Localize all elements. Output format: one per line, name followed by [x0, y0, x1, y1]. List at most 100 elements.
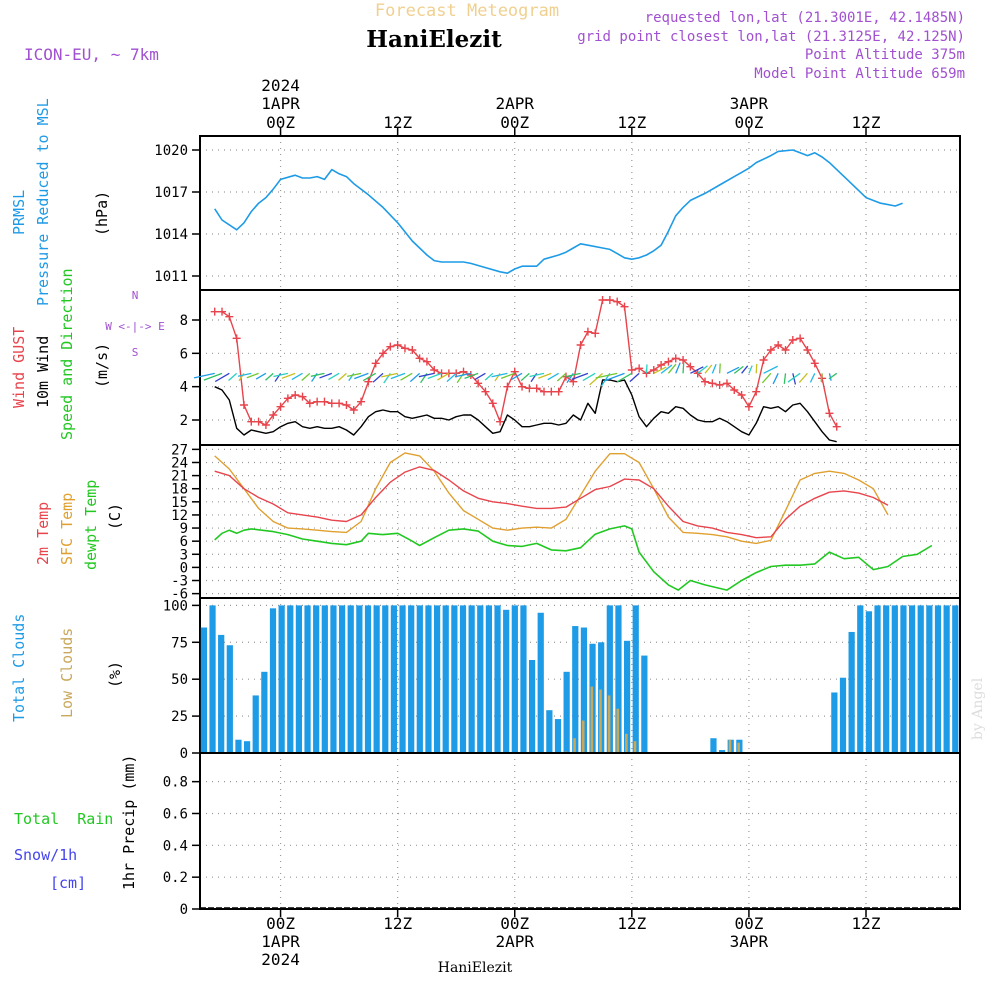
gust-marker: [737, 391, 746, 399]
gust-marker: [393, 341, 402, 349]
gust-marker: [218, 307, 227, 316]
total-cloud-bar: [563, 671, 570, 753]
y-tick-label: 24: [171, 455, 188, 471]
wind-direction-arrow: [529, 372, 545, 378]
pressure-panel: 1011 1014 1017 1020: [154, 135, 961, 291]
total-cloud-bar: [330, 605, 337, 753]
top-time-label: 1APR: [261, 94, 300, 113]
wind-direction-arrow: [697, 365, 708, 374]
total-cloud-bar: [520, 605, 527, 753]
temp-labels: 2m Temp SFC Temp dewpt Temp (C): [34, 480, 124, 570]
wind-direction-arrow: [595, 372, 618, 379]
cloud-unit: (%): [106, 661, 124, 688]
total-cloud-bar: [408, 605, 415, 753]
total-cloud-bar: [451, 605, 458, 753]
pressure-series-line: [214, 149, 903, 275]
bottom-time-label: 12Z: [617, 914, 646, 933]
dewpt-label: dewpt Temp: [82, 480, 100, 570]
y-tick-label: 12: [171, 508, 188, 524]
y-tick-label: 1017: [154, 185, 188, 201]
wind-direction-arrow: [437, 372, 450, 381]
total-cloud-bar: [390, 605, 398, 753]
bottom-time-label: 2024: [261, 950, 300, 969]
requested-coords: requested lon,lat (21.3001E, 42.1485N): [645, 10, 965, 26]
total-cloud-bar: [926, 605, 933, 753]
wind-direction-arrow: [589, 372, 603, 386]
gust-marker: [583, 327, 592, 336]
wind-direction-arrow: [500, 372, 515, 380]
gust-marker: [766, 346, 775, 354]
total-cloud-bar: [537, 612, 544, 753]
wind-direction-arrow: [228, 372, 238, 382]
bottom-time-label: 2APR: [495, 932, 534, 951]
y-tick-label: 0: [180, 902, 188, 918]
gust-marker: [400, 344, 409, 353]
top-time-label: 12Z: [383, 113, 412, 132]
wind-direction-arrow: [828, 372, 838, 380]
gust-marker: [276, 402, 285, 411]
total-cloud-bar: [304, 605, 311, 753]
meteogram-title: Forecast Meteogram: [375, 1, 559, 21]
wind-direction-arrow: [675, 362, 681, 374]
total-cloud-bar: [641, 655, 648, 753]
total-cloud-bar: [399, 605, 406, 753]
gust-marker: [598, 296, 607, 304]
total-cloud-bar: [615, 605, 622, 753]
pressure-desc-label: Pressure Reduced to MSL: [34, 98, 52, 306]
gust-marker: [232, 334, 241, 343]
gust-marker: [591, 329, 600, 338]
compass-s: S: [132, 346, 139, 359]
low-cloud-bar: [599, 689, 602, 753]
gust-marker: [540, 387, 549, 396]
wind-direction-arrow: [820, 373, 823, 382]
y-tick-label: 1011: [154, 269, 188, 285]
total-cloud-bar: [477, 605, 484, 753]
gust-marker: [627, 366, 636, 374]
gust-marker: [335, 399, 344, 408]
gust-marker: [825, 409, 834, 418]
total-cloud-bar: [580, 627, 588, 753]
wind-direction-arrow: [319, 372, 333, 379]
wind-direction-arrow: [362, 372, 377, 382]
gust-marker: [342, 401, 351, 409]
gust-marker: [283, 394, 292, 403]
total-cloud-bar: [468, 605, 475, 753]
top-time-label: 00Z: [266, 113, 295, 132]
gust-marker: [247, 417, 256, 426]
gust-marker: [298, 392, 307, 401]
total-cloud-bar: [252, 695, 259, 753]
prmsl-label: PRMSL: [10, 190, 28, 235]
top-time-label: 2APR: [495, 94, 534, 113]
gust-marker: [210, 307, 219, 316]
wind-direction-arrow: [604, 372, 625, 382]
gust-marker: [488, 399, 497, 408]
total-cloud-bar: [313, 605, 320, 753]
gust-marker: [803, 346, 812, 354]
wind-direction-arrow: [629, 372, 640, 383]
y-tick-label: 75: [171, 635, 188, 651]
gust-marker: [620, 302, 629, 311]
total-cloud-bar: [321, 605, 328, 753]
sfc-temp-label: SFC Temp: [58, 493, 76, 565]
gust-marker: [664, 357, 673, 366]
bottom-time-label: 00Z: [500, 914, 529, 933]
wind-direction-arrow: [748, 365, 753, 374]
y-tick-label: 0.8: [163, 775, 188, 791]
total-cloud-bar: [934, 605, 942, 753]
total-cloud-bar: [433, 605, 441, 753]
total-cloud-bar: [269, 608, 277, 753]
wind-direction-arrow: [464, 372, 479, 380]
gust-marker: [554, 387, 563, 396]
y-tick-label: 6: [180, 346, 188, 362]
total-cloud-bar: [382, 605, 389, 753]
wind-direction-arrow: [733, 365, 744, 374]
y-tick-label: 4: [180, 380, 188, 396]
bottom-time-label: 1APR: [261, 932, 300, 951]
wind-direction-arrow: [193, 372, 215, 379]
gust-marker: [364, 377, 373, 386]
snow-unit-label: [cm]: [50, 874, 86, 892]
wind-direction-arrow: [660, 364, 673, 374]
total-cloud-bar: [243, 741, 251, 753]
wind-direction-arrow: [246, 372, 259, 379]
